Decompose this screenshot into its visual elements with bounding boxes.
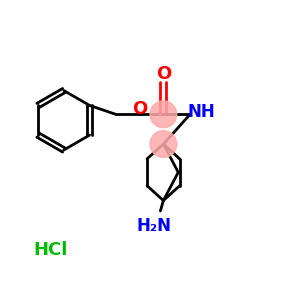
Circle shape <box>150 101 177 128</box>
Text: O: O <box>132 100 147 118</box>
Text: H₂N: H₂N <box>136 217 171 235</box>
Text: O: O <box>156 65 171 83</box>
Text: NH: NH <box>188 103 215 121</box>
Circle shape <box>150 131 177 158</box>
Text: HCl: HCl <box>33 241 68 259</box>
